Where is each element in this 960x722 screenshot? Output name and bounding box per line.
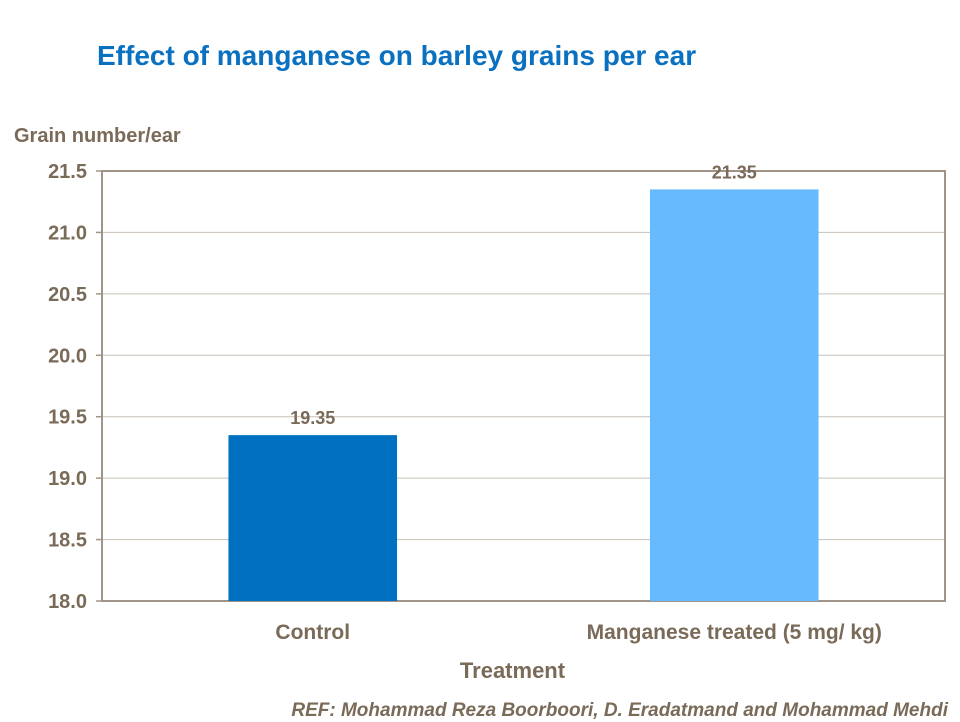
x-tick-label: Control — [275, 621, 350, 644]
y-tick-label: 20.5 — [48, 284, 87, 306]
bar — [649, 189, 819, 601]
y-tick-label: 20.0 — [48, 345, 87, 367]
reference-note: REF: Mohammad Reza Boorboori, D. Eradatm… — [291, 700, 948, 721]
y-tick-label: 19.5 — [48, 407, 87, 429]
data-label: 21.35 — [712, 162, 757, 182]
plot-area-border — [101, 170, 946, 602]
x-tick-label: Manganese treated (5 mg/ kg) — [587, 621, 882, 644]
x-axis-label: Treatment — [459, 658, 566, 683]
y-tick-label: 18.0 — [48, 591, 87, 613]
data-label: 19.35 — [290, 408, 335, 428]
y-tick-label: 21.5 — [48, 161, 87, 183]
y-tick-label: 21.0 — [48, 222, 87, 244]
chart-title: Effect of manganese on barley grains per… — [97, 40, 697, 71]
y-axis-label: Grain number/ear — [14, 125, 181, 147]
y-tick-label: 18.5 — [48, 530, 87, 552]
bar — [228, 435, 398, 601]
y-tick-label: 19.0 — [48, 468, 87, 490]
